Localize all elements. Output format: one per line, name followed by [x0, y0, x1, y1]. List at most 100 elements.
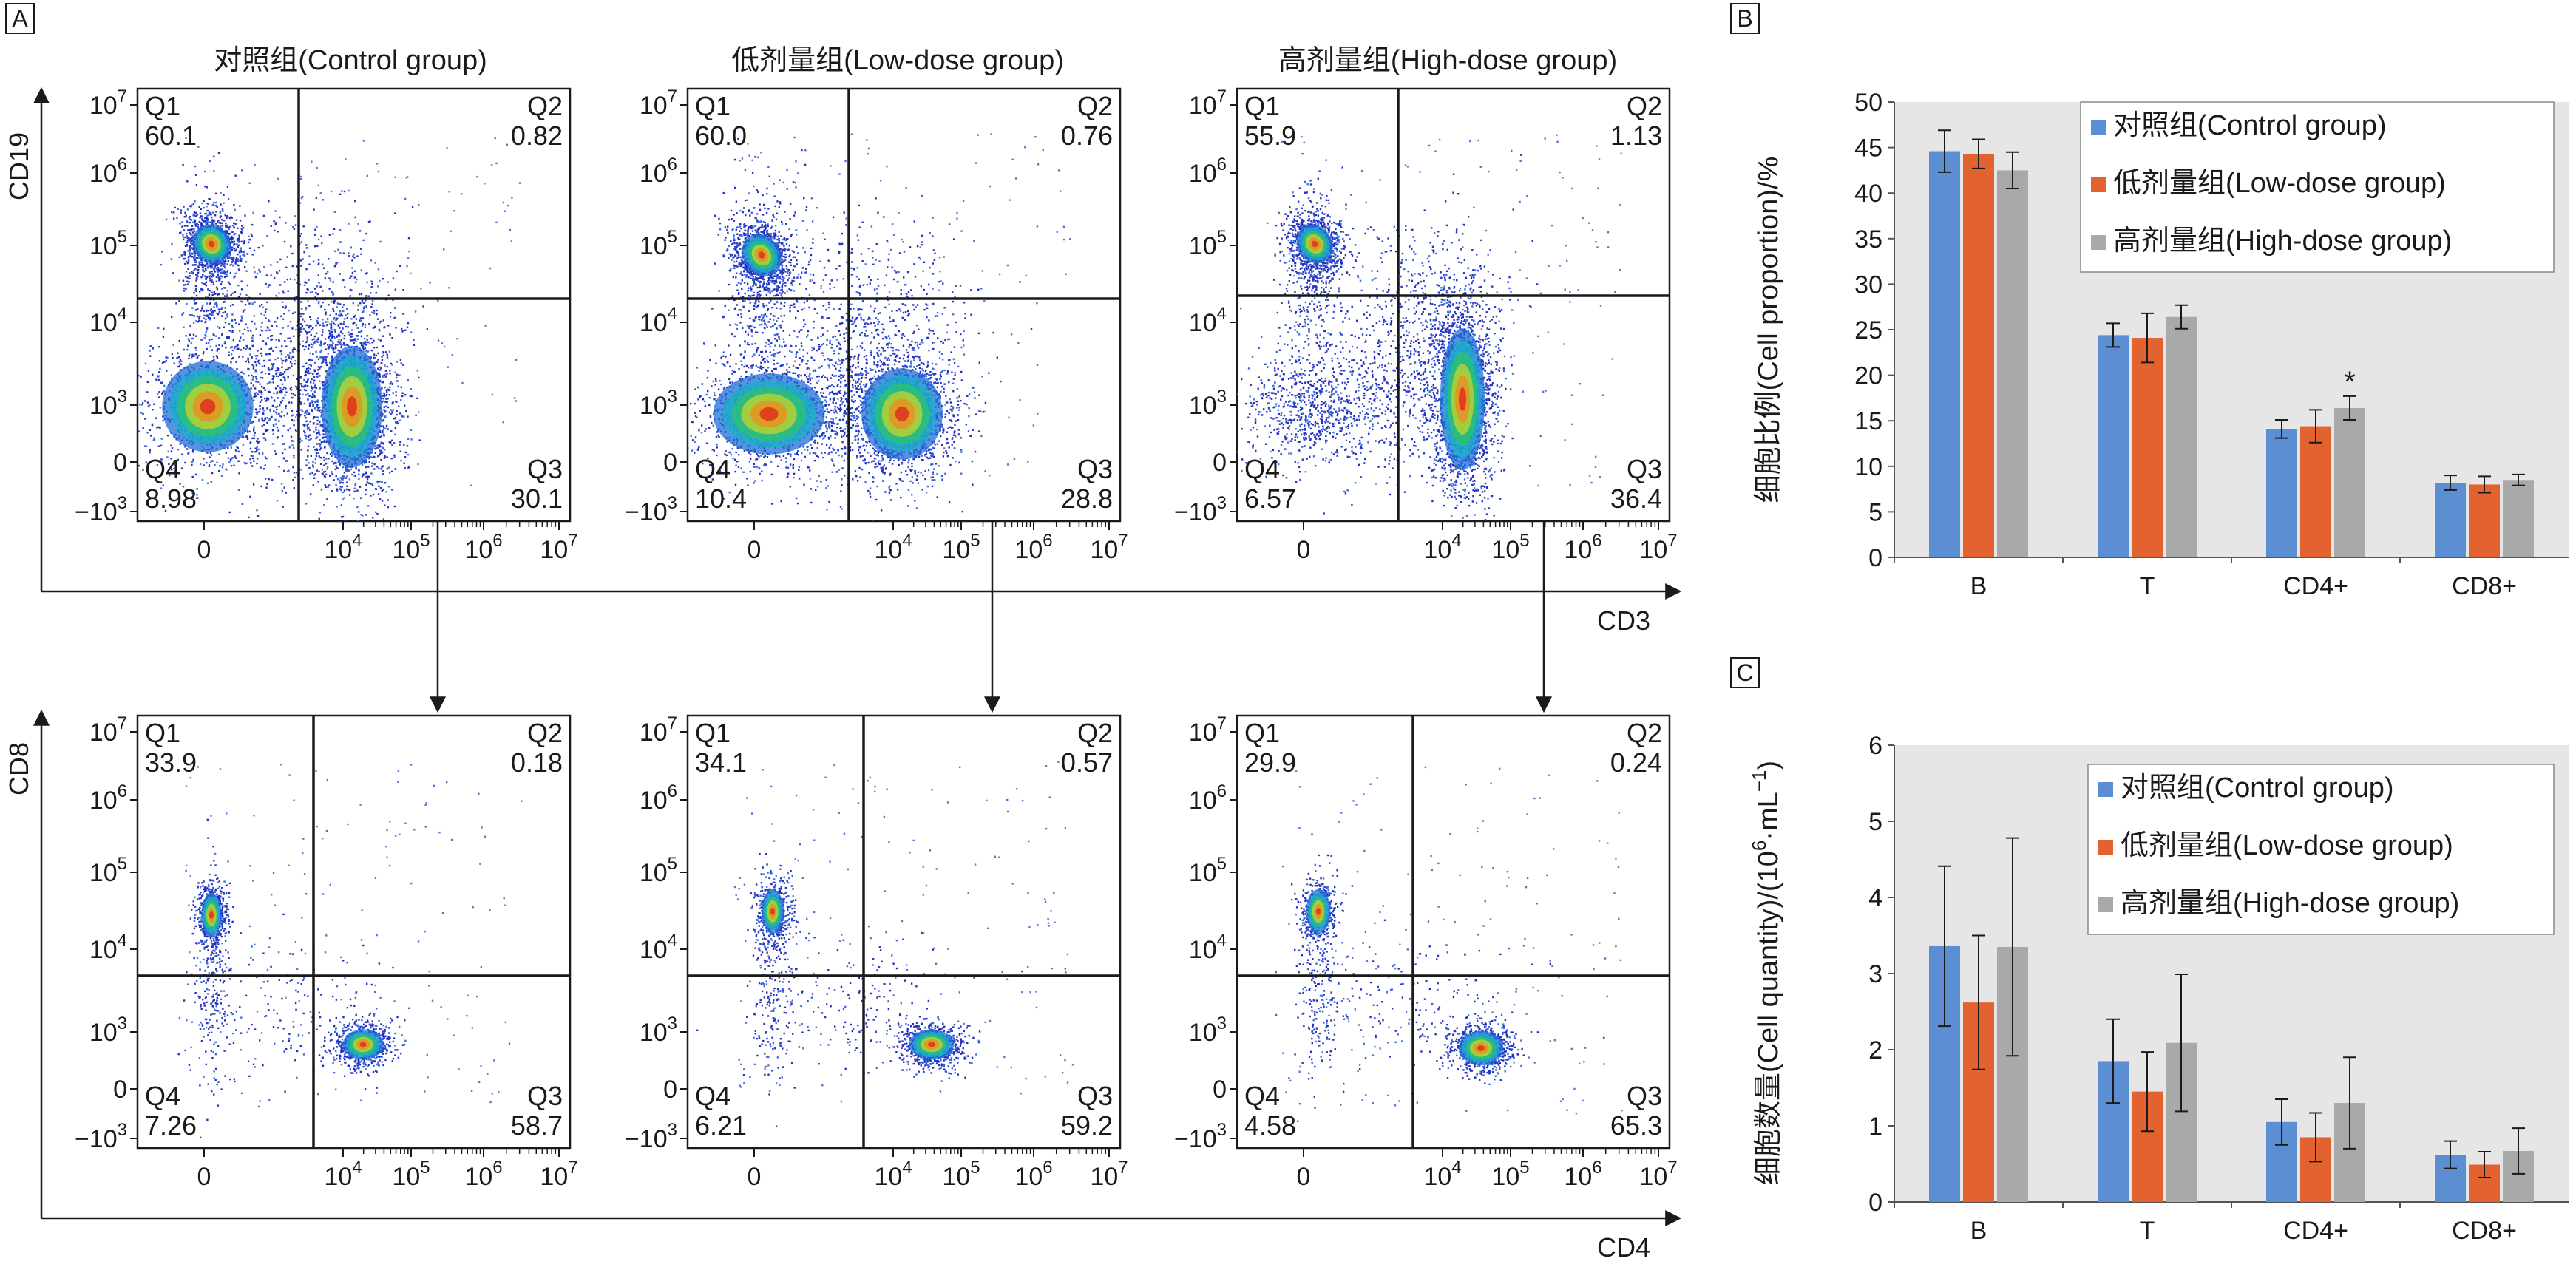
quadrant-q3-value: 36.4	[1610, 483, 1662, 514]
x-tick-label: 106	[1564, 531, 1601, 564]
quadrant-q2-value: 0.24	[1610, 747, 1662, 778]
top-row-x-label: CD3	[1597, 605, 1650, 636]
quadrant-q1-label: Q1	[145, 718, 180, 748]
bar-cd4plus-series-0	[2266, 429, 2297, 557]
x-tick-label: 107	[540, 531, 577, 564]
x-tick-label: 104	[324, 531, 362, 564]
bar-chart-cell-quantity: 0 1 2 3 4 5 6 B T CD4+ CD8+ 对照组(Control group) 低剂量组(…	[1748, 732, 2569, 1245]
y-tick-label: 0	[663, 1076, 677, 1104]
y-tick-label: 107	[640, 713, 677, 747]
y-tick-label: 103	[640, 387, 677, 420]
bar-b-series-0	[1929, 151, 1960, 557]
x-tick-label: 105	[942, 531, 980, 564]
panel-a-label: A	[5, 3, 35, 34]
error-bar	[2444, 475, 2457, 491]
x-tick-label: 105	[392, 1158, 430, 1191]
x-tick-label: 107	[1090, 531, 1128, 564]
y-tick-label: 0	[1868, 544, 1882, 572]
x-tick-label: 104	[874, 1158, 912, 1191]
x-tick-label: B	[1970, 572, 1987, 600]
x-tick-label: T	[2140, 572, 2155, 600]
x-tick-label: 106	[464, 1158, 502, 1191]
x-tick-label: 106	[1014, 1158, 1052, 1191]
error-bar	[2343, 1056, 2356, 1150]
legend-swatch	[2091, 235, 2106, 250]
quadrant-q1-label: Q1	[1244, 718, 1280, 748]
y-tick-label: 0	[1868, 1189, 1882, 1217]
quadrant-q2-value: 0.82	[511, 120, 563, 151]
error-bar	[2309, 1112, 2322, 1163]
group-title-control: 对照组(Control group)	[214, 45, 487, 76]
error-bar	[2006, 151, 2019, 190]
bar-b-series-2	[1997, 170, 2028, 557]
bar-t-series-0	[2098, 335, 2129, 557]
error-bar	[2175, 974, 2188, 1113]
quadrant-q2-label: Q2	[1627, 91, 1662, 121]
y-tick-label: 107	[640, 86, 677, 120]
y-tick-label: 107	[89, 86, 127, 120]
x-tick-label: 106	[1014, 531, 1052, 564]
bottom-row-x-label: CD4	[1597, 1232, 1650, 1263]
quadrant-q4-label: Q4	[145, 1081, 180, 1111]
y-tick-label: 6	[1868, 732, 1882, 760]
y-tick-label: 4	[1868, 884, 1882, 912]
y-tick-label: 103	[1189, 387, 1227, 420]
quadrant-q1-value: 55.9	[1244, 120, 1296, 151]
quadrant-q3-value: 59.2	[1061, 1110, 1113, 1141]
y-tick-label: 103	[640, 1013, 677, 1047]
quadrant-q2-value: 0.57	[1061, 747, 1113, 778]
x-tick-label: 105	[1491, 1158, 1529, 1191]
quadrant-q1-value: 29.9	[1244, 747, 1296, 778]
x-tick-label: 104	[1423, 1158, 1461, 1191]
flow-events	[696, 761, 1074, 1127]
y-tick-label: 104	[1189, 304, 1227, 337]
quadrant-q4-label: Q4	[695, 454, 731, 484]
y-tick-label: 106	[1189, 781, 1227, 815]
quadrant-q3-label: Q3	[527, 1081, 563, 1111]
legend: 对照组(Control group) 低剂量组(Low-dose group) 高剂…	[2080, 101, 2555, 273]
error-bar	[2444, 1140, 2457, 1169]
bar-t-series-2	[2166, 316, 2197, 557]
quadrant-q2-label: Q2	[527, 718, 563, 748]
legend-swatch	[2098, 782, 2113, 797]
x-tick-label: 105	[1491, 531, 1529, 564]
y-tick-label: 106	[640, 781, 677, 815]
flow-plot-frame	[1236, 714, 1671, 1150]
y-tick-label: −103	[75, 1120, 127, 1153]
quadrant-q3-label: Q3	[1077, 454, 1113, 484]
error-bar	[1972, 138, 1985, 169]
quadrant-q3-label: Q3	[1627, 454, 1662, 484]
quadrant-q4-label: Q4	[1244, 1081, 1280, 1111]
x-tick-label: 104	[324, 1158, 362, 1191]
bottom-row-y-label: CD8	[4, 742, 34, 795]
legend-label: 高剂量组(High-dose group)	[2121, 888, 2459, 919]
y-tick-label: 103	[1189, 1013, 1227, 1047]
error-bar	[2512, 1127, 2525, 1175]
x-tick-label: 107	[1639, 531, 1677, 564]
legend-label: 低剂量组(Low-dose group)	[2113, 168, 2446, 199]
error-bar	[2478, 475, 2491, 494]
quadrant-q4-value: 4.58	[1244, 1110, 1296, 1141]
quadrant-q3-value: 65.3	[1610, 1110, 1662, 1141]
group-title-high-dose: 高剂量组(High-dose group)	[1278, 45, 1617, 76]
x-tick-label: T	[2140, 1217, 2155, 1245]
y-tick-label: 103	[89, 1013, 127, 1047]
error-bar	[1938, 129, 1951, 173]
y-tick-label: 25	[1854, 316, 1882, 344]
y-tick-label: 15	[1854, 407, 1882, 435]
y-tick-label: 105	[640, 854, 677, 887]
quadrant-q4-value: 7.26	[145, 1110, 197, 1141]
flow-events	[1237, 134, 1622, 521]
top-row-y-label: CD19	[4, 132, 34, 200]
quadrant-q4-label: Q4	[1244, 454, 1280, 484]
y-tick-label: 106	[89, 781, 127, 815]
y-tick-label: 105	[89, 854, 127, 887]
y-tick-label: 0	[113, 449, 127, 477]
y-tick-label: 30	[1854, 271, 1882, 299]
error-bar	[2106, 322, 2120, 348]
svg-text:A: A	[12, 5, 28, 32]
y-axis-label: 细胞比例(Cell proportion)/%	[1753, 157, 1784, 503]
y-tick-label: 20	[1854, 362, 1882, 390]
